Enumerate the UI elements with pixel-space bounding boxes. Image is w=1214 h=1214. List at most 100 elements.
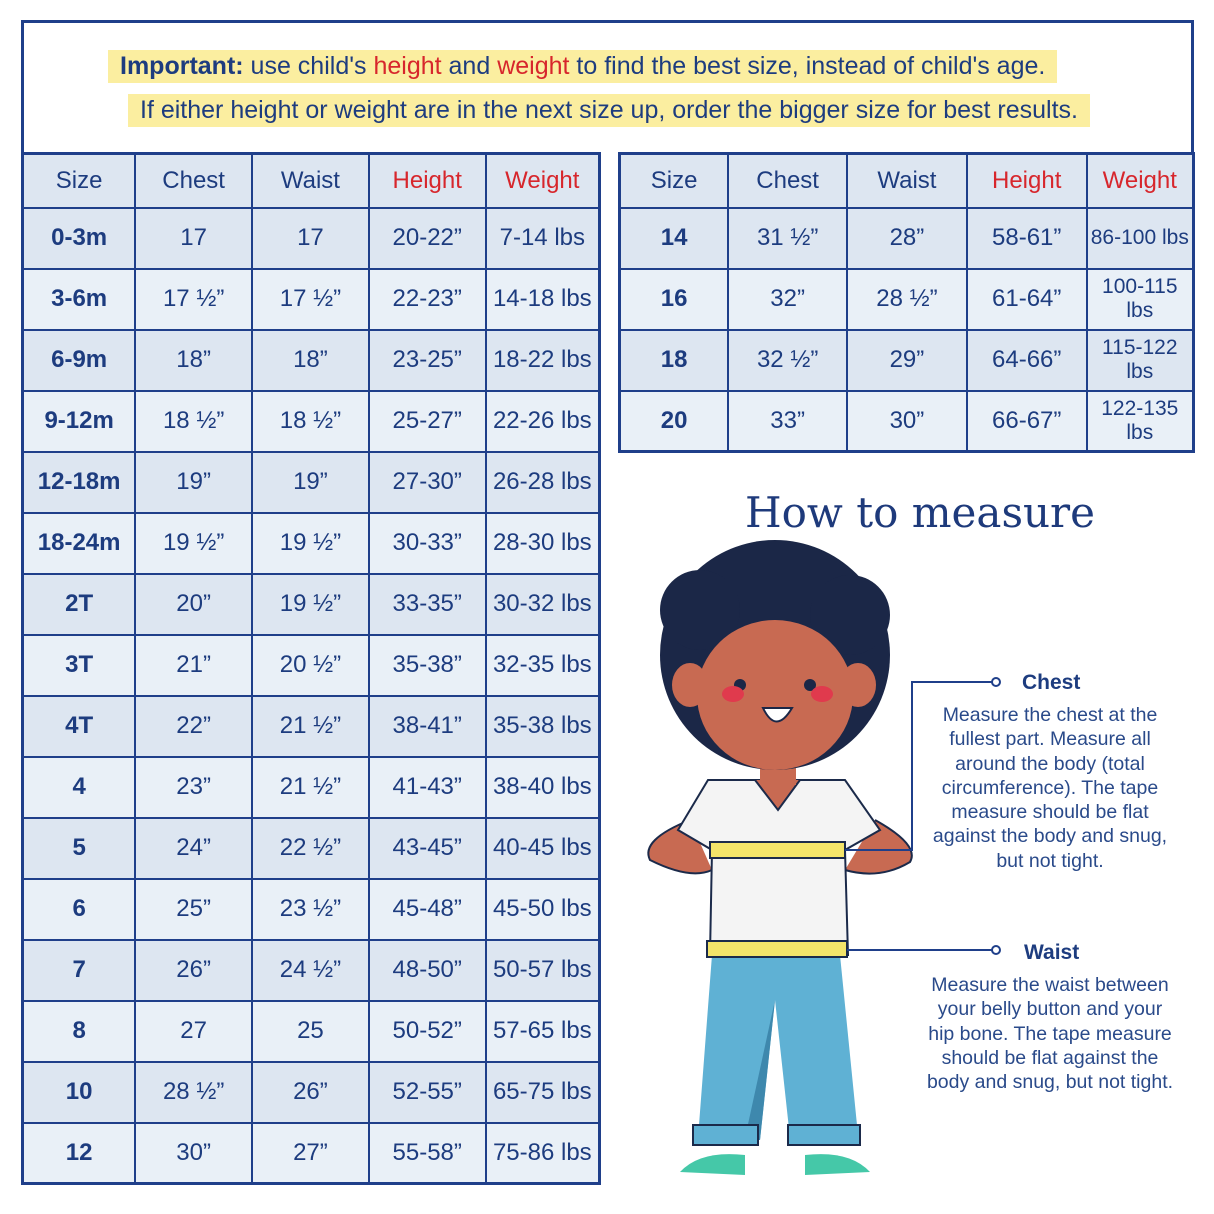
table-cell: 19 ½” xyxy=(134,511,254,575)
table-cell: 30” xyxy=(846,389,968,453)
table-cell: 29” xyxy=(846,328,968,392)
table-cell: 26-28 lbs xyxy=(484,450,601,514)
chest-tape xyxy=(709,841,846,859)
table-cell: 50-57 lbs xyxy=(484,938,601,1002)
table-cell: 22-23” xyxy=(367,267,487,331)
table-cell: 61-64” xyxy=(965,267,1088,331)
table-cell: 18” xyxy=(134,328,254,392)
table-cell: 38-40 lbs xyxy=(484,755,601,819)
table-cell: 3-6m xyxy=(21,267,137,331)
important-note: Important: use child's height and weight… xyxy=(108,50,1058,83)
waist-description: Measure the waist between your belly but… xyxy=(926,974,1174,1094)
table-cell: 30-33” xyxy=(367,511,487,575)
table-cell: 17 xyxy=(134,206,254,270)
notice-box: Important: use child's height and weight… xyxy=(21,20,1194,154)
table-cell: 30” xyxy=(134,1121,254,1185)
table-cell: 64-66” xyxy=(965,328,1088,392)
table-row: 14 31 ½” 28” 58-61” 86-100 lbs xyxy=(618,206,1195,270)
table-cell: 19” xyxy=(134,450,254,514)
table-cell: 25” xyxy=(134,877,254,941)
table-cell: 17 ½” xyxy=(134,267,254,331)
table-cell: 18-24m xyxy=(21,511,137,575)
column-header: Weight xyxy=(1085,152,1195,209)
table-cell: 27 xyxy=(134,999,254,1063)
column-header: Waist xyxy=(251,152,370,209)
table-cell: 10 xyxy=(21,1060,137,1124)
table-cell: 24 ½” xyxy=(251,938,370,1002)
table-cell: 6-9m xyxy=(21,328,137,392)
table-cell: 26” xyxy=(251,1060,370,1124)
table-row: 0-3m 17 17 20-22” 7-14 lbs xyxy=(21,206,601,270)
waist-tape xyxy=(706,940,848,958)
table-cell: 21 ½” xyxy=(251,694,370,758)
table-cell: 22” xyxy=(134,694,254,758)
table-cell: 38-41” xyxy=(367,694,487,758)
table-cell: 19 ½” xyxy=(251,511,370,575)
column-header: Size xyxy=(21,152,137,209)
table-cell: 115-122 lbs xyxy=(1085,328,1195,392)
table-cell: 45-48” xyxy=(367,877,487,941)
table-cell: 31 ½” xyxy=(727,206,849,270)
table-cell: 18 ½” xyxy=(251,389,370,453)
table-cell: 43-45” xyxy=(367,816,487,880)
table-cell: 32” xyxy=(727,267,849,331)
table-row: 18-24m 19 ½” 19 ½” 30-33” 28-30 lbs xyxy=(21,511,601,575)
table-cell: 27” xyxy=(251,1121,370,1185)
table-cell: 28 ½” xyxy=(846,267,968,331)
table-cell: 66-67” xyxy=(965,389,1088,453)
table-cell: 55-58” xyxy=(367,1121,487,1185)
table-cell: 20” xyxy=(134,572,254,636)
table-row: 12-18m 19” 19” 27-30” 26-28 lbs xyxy=(21,450,601,514)
table-cell: 33-35” xyxy=(367,572,487,636)
table-cell: 7 xyxy=(21,938,137,1002)
table-cell: 26” xyxy=(134,938,254,1002)
table-row: 3-6m 17 ½” 17 ½” 22-23” 14-18 lbs xyxy=(21,267,601,331)
header-row: Size Chest Waist Height Weight xyxy=(618,152,1195,209)
table-cell: 28 ½” xyxy=(134,1060,254,1124)
column-header: Weight xyxy=(484,152,601,209)
table-cell: 100-115 lbs xyxy=(1085,267,1195,331)
table-cell: 22 ½” xyxy=(251,816,370,880)
table-cell: 17 xyxy=(251,206,370,270)
size-table-left: Size Chest Waist Height Weight 0-3m 17 17 20-22”… xyxy=(21,152,601,1185)
table-cell: 7-14 lbs xyxy=(484,206,601,270)
table-cell: 4 xyxy=(21,755,137,819)
table-cell: 28” xyxy=(846,206,968,270)
column-header: Chest xyxy=(727,152,849,209)
table-cell: 23 ½” xyxy=(251,877,370,941)
waist-label: Waist xyxy=(1024,941,1080,964)
column-header: Chest xyxy=(134,152,254,209)
table-row: 4T 22” 21 ½” 38-41” 35-38 lbs xyxy=(21,694,601,758)
table-cell: 20-22” xyxy=(367,206,487,270)
table-cell: 35-38” xyxy=(367,633,487,697)
table-row: 16 32” 28 ½” 61-64” 100-115 lbs xyxy=(618,267,1195,331)
table-cell: 28-30 lbs xyxy=(484,511,601,575)
table-cell: 27-30” xyxy=(367,450,487,514)
table-cell: 6 xyxy=(21,877,137,941)
column-header: Size xyxy=(618,152,730,209)
table-row: 2T 20” 19 ½” 33-35” 30-32 lbs xyxy=(21,572,601,636)
size-up-note: If either height or weight are in the ne… xyxy=(128,94,1091,127)
table-cell: 52-55” xyxy=(367,1060,487,1124)
table-cell: 14-18 lbs xyxy=(484,267,601,331)
table-cell: 24” xyxy=(134,816,254,880)
table-cell: 3T xyxy=(21,633,137,697)
table-cell: 18 ½” xyxy=(134,389,254,453)
table-cell: 20 xyxy=(618,389,730,453)
table-cell: 8 xyxy=(21,999,137,1063)
table-cell: 14 xyxy=(618,206,730,270)
table-cell: 16 xyxy=(618,267,730,331)
column-header: Height xyxy=(367,152,487,209)
table-row: 4 23” 21 ½” 41-43” 38-40 lbs xyxy=(21,755,601,819)
chest-leader-line xyxy=(845,681,992,851)
table-cell: 18” xyxy=(251,328,370,392)
table-cell: 4T xyxy=(21,694,137,758)
table-row: 10 28 ½” 26” 52-55” 65-75 lbs xyxy=(21,1060,601,1124)
table-row: 20 33” 30” 66-67” 122-135 lbs xyxy=(618,389,1195,453)
chest-description: Measure the chest at the fullest part. M… xyxy=(932,704,1168,872)
table-row: 9-12m 18 ½” 18 ½” 25-27” 22-26 lbs xyxy=(21,389,601,453)
table-row: 18 32 ½” 29” 64-66” 115-122 lbs xyxy=(618,328,1195,392)
table-cell: 33” xyxy=(727,389,849,453)
table-cell: 23-25” xyxy=(367,328,487,392)
table-cell: 18 xyxy=(618,328,730,392)
